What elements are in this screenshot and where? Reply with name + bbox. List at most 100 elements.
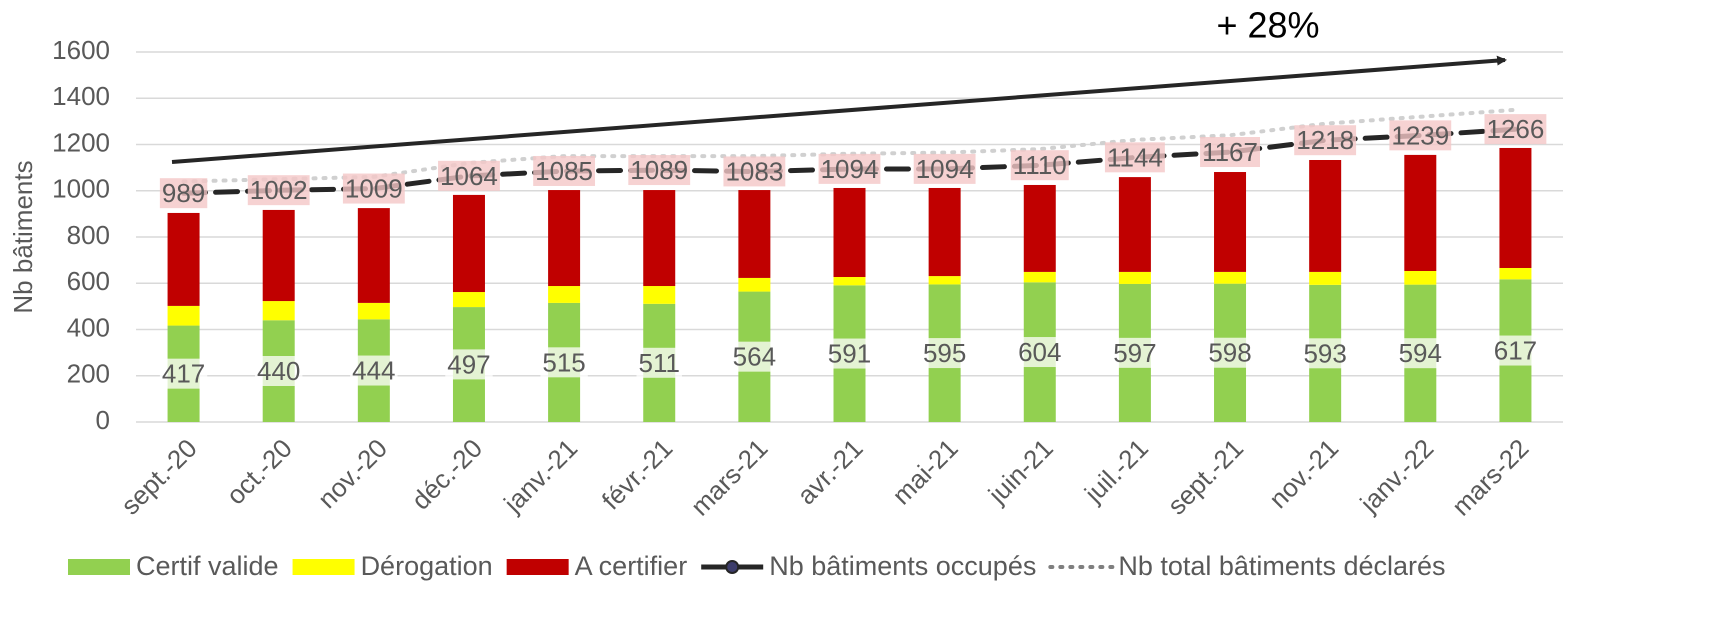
trend-arrow [171,55,1507,164]
bar-segment [833,187,866,278]
y-tick-label: 0 [96,405,110,435]
bar-segment [738,190,771,278]
x-tick-label: sept.-20 [115,433,203,521]
legend-label: Certif valide [136,551,279,581]
x-tick-label: mai-21 [886,433,963,510]
label-background [1491,335,1540,366]
data-label: 564 [733,342,776,372]
legend: Certif valide Dérogation A certifier Nb bât… [68,551,1446,581]
legend-label: A certifier [575,551,688,581]
bar-segment [1214,172,1247,272]
y-tick-label: 1600 [52,35,110,65]
legend-marker [725,560,740,574]
label-background [1294,125,1357,156]
x-tick-label: sept.-21 [1161,433,1249,521]
bar-segment [167,305,200,326]
label-background [255,356,303,386]
label-background [1484,114,1547,145]
bar-segment [643,286,676,304]
label-background [818,153,881,184]
label-background [1396,338,1444,369]
line [181,126,1518,196]
data-label: 1218 [1296,125,1354,155]
label-background [920,338,969,369]
annotation: + 28% [1216,5,1319,46]
label-background [438,160,500,191]
data-label: 595 [923,338,966,368]
bar-segment [1118,271,1151,284]
legend-swatch [68,559,130,575]
data-label: 593 [1303,338,1346,368]
data-label: 511 [639,348,680,378]
data-label: 1167 [1202,137,1258,167]
label-background [1111,337,1159,368]
x-tick-label: févr.-21 [596,433,679,516]
data-label: 497 [447,349,490,379]
bar-segment [738,277,771,292]
data-label: 1083 [725,156,783,186]
data-label: 417 [162,359,205,389]
label-background [1301,338,1349,369]
label-background [636,347,682,378]
bar-segment [167,212,200,306]
label-background [159,358,208,389]
x-tick-label: juin-21 [982,433,1059,510]
data-label: 1085 [535,156,593,186]
bar-segment [357,302,390,320]
y-tick-label: 200 [67,359,110,389]
label-background [825,338,874,369]
bar-segment [833,277,866,286]
bar-segment [1499,147,1532,268]
y-tick-label: 1000 [52,174,110,204]
data-label: 444 [352,356,395,386]
label-background [159,178,208,209]
x-tick-label: mars-21 [685,433,774,522]
label-background [247,175,310,206]
data-label: 1239 [1391,120,1449,150]
label-background [533,155,596,186]
label-background [540,347,588,378]
data-label: 604 [1018,337,1061,367]
data-label: 1089 [630,155,688,185]
data-label: 1110 [1013,150,1067,180]
data-label: 1009 [345,174,403,204]
legend-label: Dérogation [361,551,493,581]
data-label: 1002 [250,175,308,205]
dotted-line [181,107,1518,184]
data-label: 1064 [440,161,498,191]
bar-segment [548,286,581,303]
legend-swatch [292,559,355,575]
legend-label: Nb bâtiments occupés [769,551,1036,581]
y-tick-label: 1200 [52,127,110,157]
label-background [1010,150,1069,181]
label-background [445,349,493,380]
data-label: 1266 [1487,114,1545,144]
bar-segment [1309,271,1342,285]
bar-segment [262,209,295,302]
label-background [913,153,976,184]
y-tick-label: 600 [67,266,110,296]
legend-swatch [506,559,569,575]
bar-segment [1214,271,1247,284]
x-tick-label: janv.-22 [1353,433,1439,519]
bar-segment [452,292,485,308]
x-tick-label: oct.-20 [220,433,297,510]
bar-segment [928,276,961,285]
legend-label: Nb total bâtiments déclarés [1118,551,1445,581]
label-background [730,341,779,372]
bar-segment [262,301,295,321]
bar-segment [1499,267,1532,280]
x-tick-label: nov.-20 [312,433,393,514]
y-tick-label: 400 [67,312,110,342]
data-label: 597 [1113,338,1156,368]
x-tick-label: déc.-20 [406,433,489,516]
label-background [1104,142,1165,173]
x-tick-label: juil.-21 [1078,433,1154,509]
data-label: 989 [162,178,205,208]
data-label: 1094 [821,154,879,184]
data-label: 591 [828,339,871,369]
y-axis-label: Nb bâtiments [8,160,38,313]
label-background [1200,137,1260,168]
data-label: 1144 [1107,142,1163,172]
